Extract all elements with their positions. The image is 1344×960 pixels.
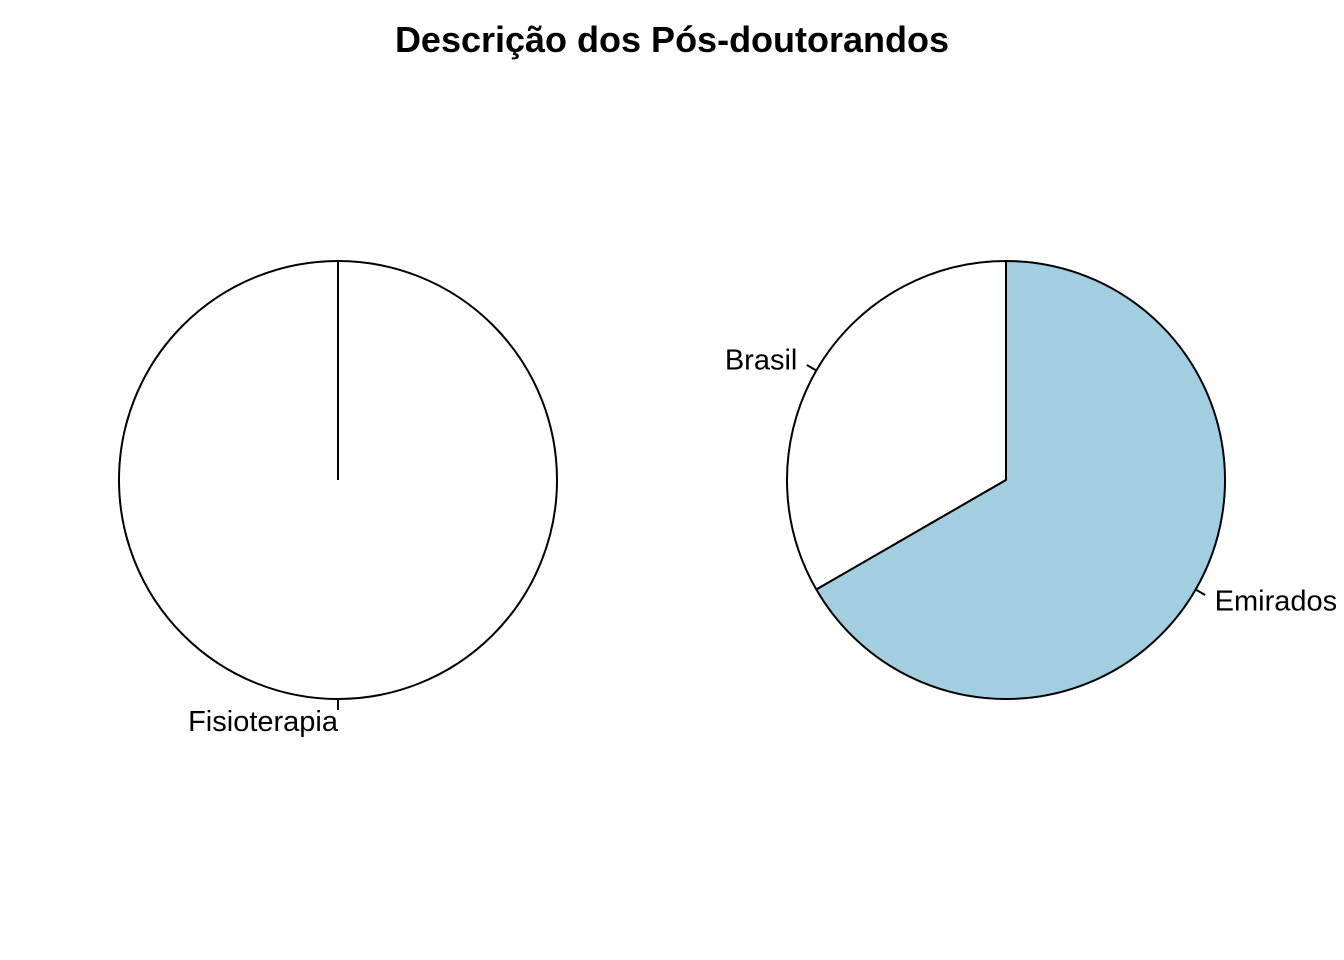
pie-tick-brasil	[806, 364, 817, 372]
pie-label-brasil: Brasil	[725, 345, 798, 377]
pie-label-fisioterapia: Fisioterapia	[188, 706, 339, 738]
pie-label-emirados: Emirados	[1215, 585, 1338, 617]
chart-title: Descrição dos Pós-doutorandos	[394, 19, 950, 60]
pie-tick-emirados	[1195, 588, 1206, 596]
pie-slice-emirados	[815, 260, 1226, 700]
pie-chart-2: Brasil Emirados	[725, 260, 1338, 700]
pie-slice-fisioterapia	[118, 260, 558, 700]
pie-chart-1: Fisioterapia	[118, 260, 558, 738]
